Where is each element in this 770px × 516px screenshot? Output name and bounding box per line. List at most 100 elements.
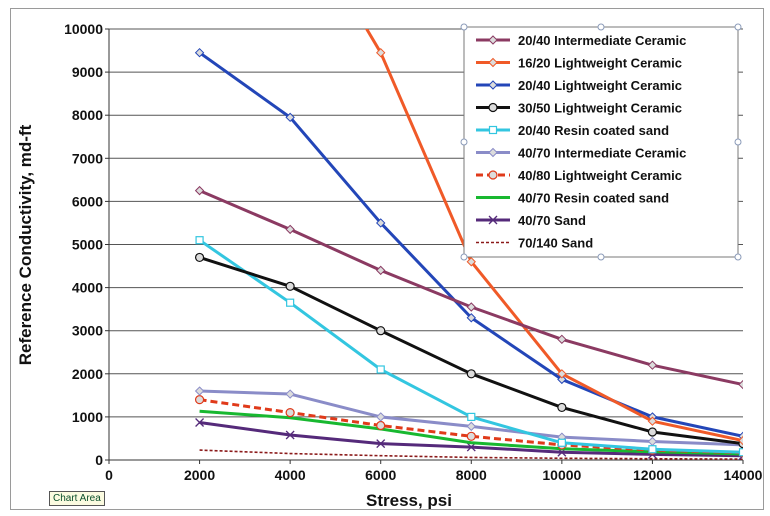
y-tick-label: 2000 xyxy=(72,366,103,382)
data-point xyxy=(466,313,476,323)
legend-label: 40/70 Resin coated sand xyxy=(518,191,669,206)
y-tick-labels: 0 1000 2000 3000 4000 5000 6000 7000 8000 9000 100… xyxy=(64,21,109,468)
y-tick-label: 4000 xyxy=(72,280,103,296)
series-5 xyxy=(195,236,743,457)
data-point xyxy=(647,416,658,426)
x-tick-labels: 0 2000 4000 6000 8000 10000 12000 14000 xyxy=(105,460,763,483)
data-point xyxy=(376,365,385,374)
data-point xyxy=(194,395,205,405)
data-point xyxy=(376,47,386,58)
data-point xyxy=(466,421,476,432)
data-point xyxy=(194,47,205,58)
data-point xyxy=(557,438,566,447)
chart-area-tooltip: Chart Area xyxy=(49,491,105,506)
x-tick-label: 12000 xyxy=(633,467,672,483)
data-point xyxy=(466,431,476,441)
legend-entry: 30/50 Lightweight Ceramic xyxy=(476,101,682,116)
data-point xyxy=(376,420,386,431)
chart-frame: 0 1000 2000 3000 4000 5000 6000 7000 8000 9000 100… xyxy=(10,8,764,510)
data-point xyxy=(285,224,295,235)
legend-resize-handle[interactable] xyxy=(597,23,605,31)
series-line xyxy=(199,449,743,460)
series-4 xyxy=(194,252,743,449)
data-point xyxy=(738,448,743,457)
data-point xyxy=(466,302,476,312)
data-point xyxy=(557,402,567,413)
data-point xyxy=(648,445,657,454)
y-axis-title: Reference Conductivity, md-ft xyxy=(16,124,35,365)
x-axis-title: Stress, psi xyxy=(366,491,452,509)
legend-entry: 40/80 Lightweight Ceramic xyxy=(476,168,682,183)
legend-label: 30/50 Lightweight Ceramic xyxy=(518,101,682,116)
data-point xyxy=(647,427,658,437)
legend-entry: 70/140 Sand xyxy=(476,236,593,251)
y-tick-label: 5000 xyxy=(72,237,103,253)
x-tick-label: 14000 xyxy=(724,467,763,483)
legend-label: 20/40 Intermediate Ceramic xyxy=(518,33,686,48)
legend-resize-handle[interactable] xyxy=(734,138,742,146)
y-tick-label: 0 xyxy=(95,452,103,468)
legend-entry: 20/40 Lightweight Ceramic xyxy=(476,78,682,93)
legend-resize-handle[interactable] xyxy=(460,23,468,31)
data-point xyxy=(557,369,567,379)
data-point xyxy=(376,218,386,228)
data-point xyxy=(285,389,295,399)
data-point xyxy=(647,360,658,370)
legend-entry: 16/20 Lightweight Ceramic xyxy=(476,56,682,71)
data-point xyxy=(488,125,498,135)
legend-entry: 40/70 Intermediate Ceramic xyxy=(476,146,686,161)
data-point xyxy=(376,412,386,422)
legend-entry: 20/40 Resin coated sand xyxy=(476,123,669,138)
y-tick-label: 6000 xyxy=(72,193,103,209)
x-tick-label: 10000 xyxy=(542,467,581,483)
series-1 xyxy=(194,185,743,390)
y-tick-label: 9000 xyxy=(72,64,103,80)
data-point xyxy=(488,35,498,45)
y-tick-label: 3000 xyxy=(72,323,103,339)
line-chart: 0 1000 2000 3000 4000 5000 6000 7000 8000 9000 100… xyxy=(16,21,763,509)
data-point xyxy=(194,185,205,196)
y-tick-label: 8000 xyxy=(72,107,103,123)
data-point xyxy=(466,257,476,267)
legend-resize-handle[interactable] xyxy=(734,253,742,261)
data-point xyxy=(467,412,476,421)
data-point xyxy=(557,334,567,345)
data-point xyxy=(376,326,386,336)
data-point xyxy=(488,57,498,68)
data-point xyxy=(194,252,205,263)
legend-resize-handle[interactable] xyxy=(597,253,605,261)
legend-resize-handle[interactable] xyxy=(460,138,468,146)
legend-label: 20/40 Resin coated sand xyxy=(518,123,669,138)
data-point xyxy=(376,439,386,449)
legend-label: 40/80 Lightweight Ceramic xyxy=(518,168,682,183)
legend-label: 20/40 Lightweight Ceramic xyxy=(518,78,682,93)
x-tick-label: 0 xyxy=(105,467,113,483)
data-point xyxy=(285,112,295,123)
legend-resize-handle[interactable] xyxy=(460,253,468,261)
data-point xyxy=(376,265,386,276)
data-point xyxy=(285,407,295,418)
series-2 xyxy=(364,29,743,446)
data-point xyxy=(194,386,205,396)
data-point xyxy=(285,430,295,440)
legend-label: 16/20 Lightweight Ceramic xyxy=(518,56,682,71)
legend-entry: 20/40 Intermediate Ceramic xyxy=(476,33,686,48)
legend[interactable]: 20/40 Intermediate Ceramic 16/20 Lightwei… xyxy=(460,23,742,261)
data-point xyxy=(286,298,295,307)
data-point xyxy=(195,236,204,245)
legend-resize-handle[interactable] xyxy=(734,23,742,31)
data-point xyxy=(738,435,743,446)
x-tick-label: 2000 xyxy=(184,467,215,483)
data-point xyxy=(488,102,498,113)
data-point xyxy=(466,369,476,379)
data-point xyxy=(285,281,295,291)
legend-label: 40/70 Intermediate Ceramic xyxy=(518,146,686,161)
series-10 xyxy=(199,449,743,460)
legend-entry: 40/70 Resin coated sand xyxy=(476,191,669,206)
data-point xyxy=(488,215,498,225)
y-tick-label: 10000 xyxy=(64,21,103,37)
y-tick-label: 1000 xyxy=(72,409,103,425)
data-point xyxy=(557,374,567,385)
x-tick-label: 6000 xyxy=(365,467,396,483)
legend-label: 70/140 Sand xyxy=(518,236,593,251)
